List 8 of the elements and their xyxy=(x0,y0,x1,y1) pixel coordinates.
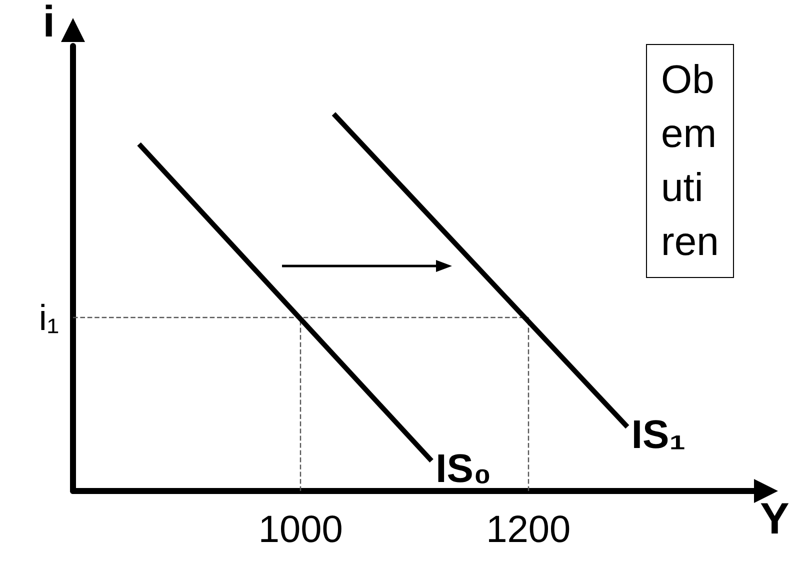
x-axis-title: Y xyxy=(760,494,790,544)
series-label: IS₀ xyxy=(436,446,492,491)
ref-line-label: i₁ xyxy=(38,297,59,338)
x-tick-label: 1000 xyxy=(258,509,343,551)
x-tick-label: 1200 xyxy=(486,509,571,551)
y-axis-title: i xyxy=(42,0,55,46)
annotation: Ob em uti ren xyxy=(646,44,734,278)
series-label: IS₁ xyxy=(631,412,686,457)
